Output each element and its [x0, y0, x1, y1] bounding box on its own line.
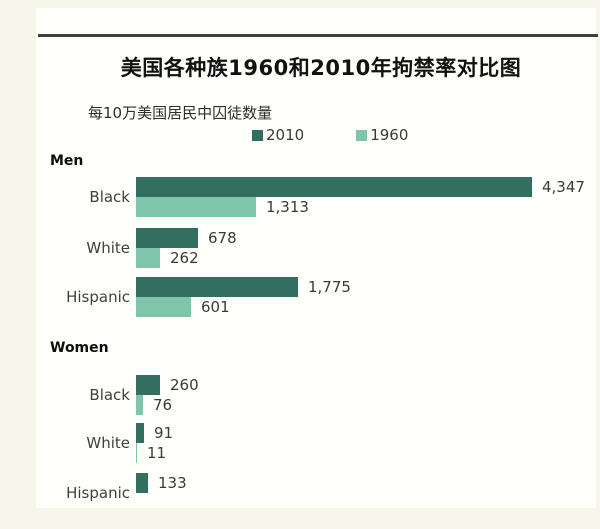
value-label-1960: 262: [170, 249, 199, 267]
bar-1960: [136, 443, 137, 463]
bar-pair: 678 262: [136, 228, 237, 268]
bar-group-women-black: Black 260 76: [36, 375, 596, 415]
value-label-2010: 91: [154, 424, 174, 442]
category-label: Hispanic: [66, 484, 130, 502]
bar-group-men-hispanic: Hispanic 1,775 601: [36, 277, 596, 317]
bar-2010: [136, 277, 298, 297]
bar-2010: [136, 228, 198, 248]
bar-group-men-black: Black 4,347 1,313: [36, 177, 596, 217]
value-label-1960: 76: [153, 396, 173, 414]
chart-panel: 美国各种族1960和2010年拘禁率对比图 每10万美国居民中囚徒数量 2010…: [36, 8, 598, 508]
bar-group-men-white: White 678 262: [36, 228, 596, 268]
value-label-1960: 1,313: [266, 198, 309, 216]
legend-swatch-2010-icon: [252, 129, 263, 141]
value-label-2010: 133: [158, 474, 187, 492]
bar-1960: [136, 248, 160, 268]
chart-subtitle: 每10万美国居民中囚徒数量: [88, 104, 273, 122]
bar-pair: 260 76: [136, 375, 199, 415]
value-label-2010: 260: [170, 376, 199, 394]
bar-group-women-hispanic: Hispanic 133: [36, 473, 596, 513]
section-label-men: Men: [50, 153, 84, 169]
bar-pair: 91 11: [136, 423, 173, 463]
bar-1960: [136, 297, 191, 317]
section-label-women: Women: [50, 340, 109, 356]
bar-pair: 1,775 601: [136, 277, 351, 317]
top-divider-rule: [38, 34, 598, 37]
bar-1960: [136, 395, 143, 415]
category-label: White: [86, 239, 130, 257]
legend-item-1960: 1960: [356, 126, 408, 144]
bar-2010: [136, 177, 532, 197]
value-label-2010: 678: [208, 229, 237, 247]
bar-2010: [136, 473, 148, 493]
value-label-2010: 1,775: [308, 278, 351, 296]
bar-1960: [136, 197, 256, 217]
legend-item-2010: 2010: [252, 126, 304, 144]
category-label: Hispanic: [66, 288, 130, 306]
bar-pair: 4,347 1,313: [136, 177, 585, 217]
legend-label-1960: 1960: [370, 126, 409, 144]
bar-2010: [136, 423, 144, 443]
category-label: Black: [89, 386, 130, 404]
bar-pair: 133: [136, 473, 187, 493]
legend-swatch-1960-icon: [356, 129, 368, 141]
category-label: White: [86, 434, 130, 452]
bar-2010: [136, 375, 160, 395]
value-label-1960: 601: [201, 298, 230, 316]
chart-legend: 2010 1960: [252, 126, 408, 144]
category-label: Black: [89, 188, 130, 206]
chart-title: 美国各种族1960和2010年拘禁率对比图: [120, 56, 522, 80]
legend-label-2010: 2010: [266, 126, 305, 144]
value-label-1960: 11: [147, 444, 167, 462]
bar-group-women-white: White 91 11: [36, 423, 596, 463]
value-label-2010: 4,347: [542, 178, 585, 196]
